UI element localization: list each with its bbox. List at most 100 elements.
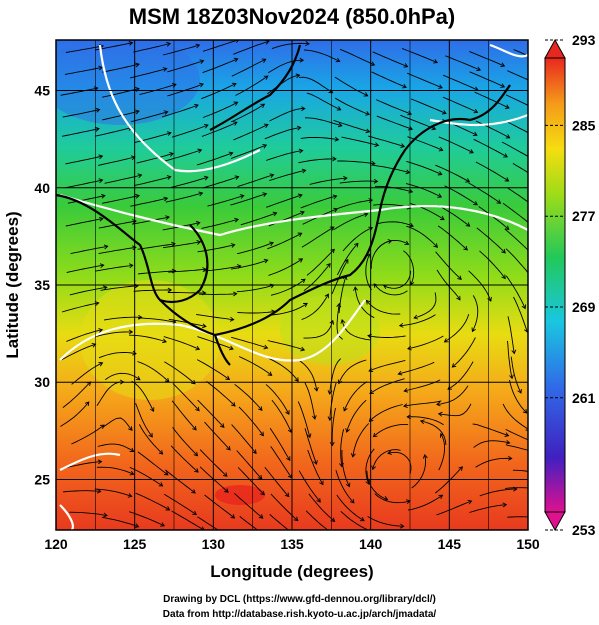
streamline-arrow — [195, 220, 201, 226]
streamline-arrow — [353, 242, 359, 248]
streamline — [198, 293, 237, 295]
streamline — [505, 275, 526, 309]
streamline-arrow — [525, 426, 528, 431]
streamline — [230, 144, 267, 159]
streamline-arrow — [433, 243, 439, 248]
streamline-arrow — [500, 83, 506, 88]
streamline — [505, 428, 528, 441]
streamline — [129, 68, 167, 79]
streamline-arrow — [300, 346, 306, 352]
streamline — [238, 356, 272, 376]
streamline — [513, 296, 528, 333]
streamline-arrow — [198, 191, 204, 197]
streamline-arrow — [535, 206, 539, 210]
streamline-arrow — [505, 439, 511, 445]
streamline — [447, 361, 474, 390]
streamline-arrow — [313, 460, 318, 465]
streamline — [410, 98, 447, 114]
streamline-arrow — [365, 299, 371, 305]
streamline — [131, 380, 155, 412]
streamline — [235, 75, 269, 96]
streamline — [62, 109, 100, 118]
streamline — [505, 94, 528, 106]
streamline-arrow — [231, 82, 237, 88]
colorbar-max-arrow — [544, 38, 566, 59]
streamline — [343, 381, 368, 411]
streamline — [506, 444, 528, 451]
streamline-arrow — [331, 532, 335, 536]
streamline-arrow — [128, 329, 134, 335]
streamline-arrow — [222, 472, 228, 477]
streamline — [407, 494, 443, 511]
streamline — [231, 336, 268, 349]
streamline-arrow — [517, 388, 522, 394]
streamline-arrow — [509, 374, 514, 380]
streamline — [171, 510, 205, 530]
streamline — [372, 449, 401, 470]
streamline-arrow — [194, 468, 199, 473]
streamline — [437, 225, 468, 251]
streamline — [130, 197, 168, 207]
streamline — [403, 250, 415, 285]
streamline — [197, 244, 235, 253]
streamline — [507, 70, 528, 81]
streamline — [66, 264, 104, 273]
streamline — [472, 423, 509, 437]
streamline-arrow — [473, 201, 478, 206]
streamline-arrow — [266, 535, 270, 539]
streamline-arrow — [192, 425, 197, 431]
streamline — [204, 421, 231, 451]
streamline — [270, 493, 299, 521]
streamline-arrow — [201, 323, 207, 329]
streamline — [368, 359, 406, 372]
streamline — [264, 127, 301, 140]
streamline-arrow — [403, 403, 408, 409]
streamline-arrow — [293, 516, 299, 522]
streamline — [167, 60, 204, 73]
streamline — [469, 504, 507, 513]
streamline-arrow — [192, 510, 198, 515]
streamline-arrow — [422, 453, 428, 459]
streamline-arrow — [440, 433, 445, 438]
streamline — [201, 121, 238, 137]
streamline-arrow — [229, 345, 234, 351]
streamline — [60, 401, 90, 427]
streamline — [436, 500, 472, 516]
streamline-arrow — [167, 287, 173, 293]
streamline-arrow — [230, 401, 236, 407]
streamline — [168, 268, 207, 273]
streamline-arrow — [163, 196, 169, 202]
streamline-arrow — [345, 482, 351, 488]
streamline-arrow — [263, 75, 269, 80]
streamline-arrow — [451, 363, 457, 368]
streamline-arrow — [129, 447, 135, 452]
streamline — [507, 316, 515, 354]
streamline — [304, 117, 342, 127]
streamline — [271, 399, 292, 433]
streamline — [308, 493, 335, 522]
streamline — [398, 361, 435, 375]
streamline — [269, 513, 289, 530]
streamline-arrow — [332, 156, 337, 162]
streamline — [512, 469, 528, 472]
streamline — [333, 213, 368, 231]
streamline-arrow — [298, 148, 304, 154]
streamline — [339, 180, 378, 184]
streamline-arrow — [195, 345, 201, 351]
streamline — [237, 467, 265, 496]
streamline — [139, 83, 177, 96]
streamline-arrow — [148, 432, 153, 438]
streamline-arrow — [232, 121, 238, 126]
streamline-arrow — [469, 149, 474, 154]
streamline-arrow — [230, 514, 236, 519]
streamline-arrow — [193, 451, 199, 457]
streamline — [406, 160, 442, 175]
streamline-arrow — [98, 65, 104, 71]
chart-title: MSM 18Z03Nov2024 (850.0hPa) — [129, 4, 456, 29]
streamline-arrow — [236, 40, 240, 43]
streamline-arrow — [301, 106, 306, 112]
streamline-arrow — [465, 178, 471, 183]
streamline — [101, 516, 139, 528]
streamline-arrow — [343, 175, 348, 181]
streamline-arrow — [437, 193, 443, 198]
